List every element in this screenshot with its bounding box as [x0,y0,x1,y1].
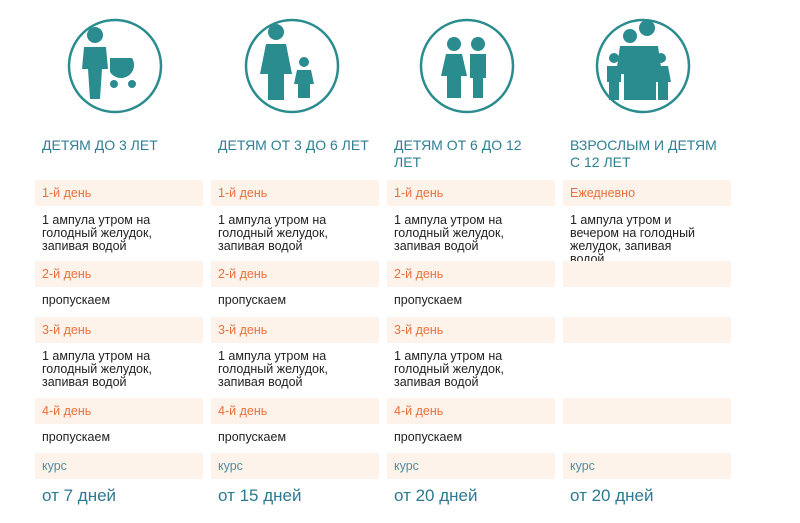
day-label: 1-й день [387,180,555,206]
empty-band [563,261,731,287]
column-heading: ДЕТЯМ ДО 3 ЛЕТ [42,137,158,153]
day-label: 2-й день [211,261,379,287]
dosage-text: пропускаем [218,293,287,307]
course-duration: от 15 дней [218,486,302,505]
dosage-text: пропускаем [42,430,111,444]
dosage-text: пропускаем [394,430,463,444]
column-heading: ДЕТЯМ ОТ 3 ДО 6 ЛЕТ [218,137,369,153]
dosage-text: 1 ампула утром на голодный желудок, запи… [394,349,504,389]
day-label: 3-й день [35,317,203,343]
column-heading: ДЕТЯМ ОТ 6 ДО 12 ЛЕТ [394,137,522,170]
day-label: 4-й день [35,398,203,424]
dosage-text: пропускаем [42,293,111,307]
day-label: 3-й день [387,317,555,343]
empty-band [563,317,731,343]
day-label: 3-й день [211,317,379,343]
dosage-text: 1 ампула утром на голодный желудок, запи… [218,213,328,253]
empty-band [563,398,731,424]
day-label: 4-й день [211,398,379,424]
day-label: Ежедневно [563,180,731,206]
dosage-text: 1 ампула утром на голодный желудок, запи… [218,349,328,389]
dosage-text: 1 ампула утром на голодный желудок, запи… [42,213,152,253]
day-label: 2-й день [387,261,555,287]
course-label: курс [563,453,731,479]
day-label: 2-й день [35,261,203,287]
course-duration: от 20 дней [394,486,478,505]
dosage-text: 1 ампула утром и вечером на голодный жел… [570,213,696,266]
dosage-text: пропускаем [394,293,463,307]
icons [67,18,691,114]
column-heading: ВЗРОСЛЫМ И ДЕТЯМ С 12 ЛЕТ [570,137,717,170]
course-duration: от 7 дней [42,486,117,505]
course-duration: от 20 дней [570,486,654,505]
course-label: курс [35,453,203,479]
day-label: 1-й день [35,180,203,206]
course-label: курс [211,453,379,479]
dosage-text: пропускаем [218,430,287,444]
dosage-text: 1 ампула утром на голодный желудок, запи… [42,349,152,389]
course-label: курс [387,453,555,479]
day-label: 1-й день [211,180,379,206]
day-label: 4-й день [387,398,555,424]
dosage-text: 1 ампула утром на голодный желудок, запи… [394,213,504,253]
